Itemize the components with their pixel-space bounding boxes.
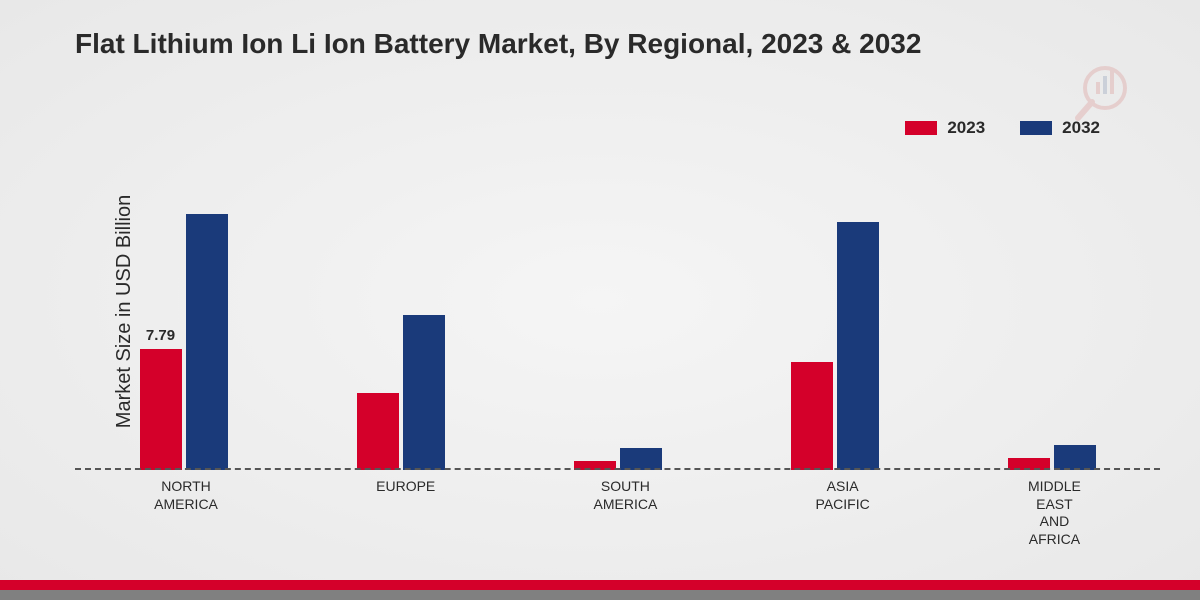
legend-label-2032: 2032 — [1062, 118, 1100, 138]
chart-plot-area: 7.79 — [75, 160, 1160, 470]
x-axis-labels: NORTH AMERICA EUROPE SOUTH AMERICA ASIA PAC… — [75, 478, 1160, 548]
bar-2023 — [791, 362, 833, 471]
x-axis-category-label: SOUTH AMERICA — [594, 478, 658, 548]
legend-label-2023: 2023 — [947, 118, 985, 138]
bar-2023 — [357, 393, 399, 471]
bar-2032 — [403, 315, 445, 470]
bar-group — [791, 222, 879, 470]
bar-groups: 7.79 — [75, 160, 1160, 470]
x-axis-category-label: ASIA PACIFIC — [816, 478, 870, 548]
footer-accent-bottom — [0, 590, 1200, 600]
legend-item-2023: 2023 — [905, 118, 985, 138]
bar-2032 — [186, 214, 228, 470]
legend-item-2032: 2032 — [1020, 118, 1100, 138]
bar-2032 — [837, 222, 879, 470]
bar-2032 — [620, 448, 662, 470]
bar-group: 7.79 — [140, 214, 228, 470]
footer-accent-top — [0, 580, 1200, 590]
bar-value-label: 7.79 — [146, 327, 175, 344]
x-axis-category-label: EUROPE — [376, 478, 435, 548]
legend-swatch-2032 — [1020, 121, 1052, 135]
bar-2023: 7.79 — [140, 349, 182, 470]
x-axis-baseline — [75, 468, 1160, 470]
bar-group — [574, 448, 662, 470]
chart-title: Flat Lithium Ion Li Ion Battery Market, … — [75, 28, 921, 60]
legend: 2023 2032 — [905, 118, 1100, 138]
x-axis-category-label: NORTH AMERICA — [154, 478, 218, 548]
footer-accent-bar — [0, 580, 1200, 600]
bar-group — [1008, 445, 1096, 470]
bar-2032 — [1054, 445, 1096, 470]
bar-group — [357, 315, 445, 470]
legend-swatch-2023 — [905, 121, 937, 135]
x-axis-category-label: MIDDLE EAST AND AFRICA — [1028, 478, 1081, 548]
